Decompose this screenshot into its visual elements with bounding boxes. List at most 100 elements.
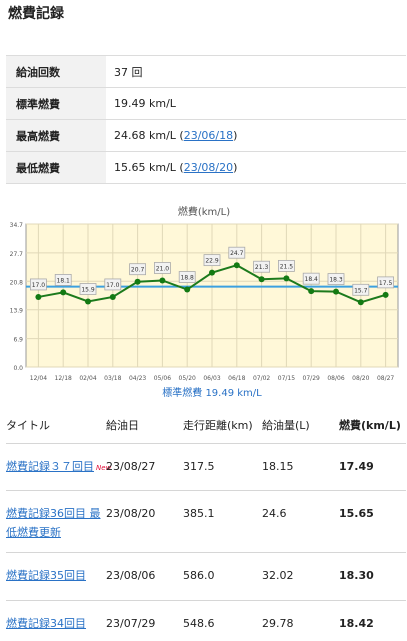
best-date-link[interactable]: 23/06/18 xyxy=(183,129,234,142)
x-tick-label: 03/18 xyxy=(104,375,121,382)
record-mpg: 18.30 xyxy=(339,569,374,582)
summary-label: 最低燃費 xyxy=(6,151,106,184)
data-label: 15.7 xyxy=(352,283,370,296)
record-title-link[interactable]: 燃費記録35回目 xyxy=(6,569,86,582)
record-title-link[interactable]: 燃費記録34回目 xyxy=(6,617,86,630)
data-label-box xyxy=(302,272,320,285)
data-point xyxy=(308,288,315,295)
y-tick-label: 6.9 xyxy=(13,337,23,344)
reference-label: 標準燃費 19.49 km/L xyxy=(162,386,262,399)
header-mpg: 燃費(km/L) xyxy=(339,419,401,432)
chart-title: 燃費(km/L) xyxy=(178,205,230,218)
data-label-text: 20.7 xyxy=(131,267,145,274)
record-title-link[interactable]: 燃費記録３７回目 xyxy=(6,460,94,473)
x-tick-label: 12/18 xyxy=(55,375,72,382)
y-axis-ticks: 34.7 27.7 20.8 13.9 6.9 0.0 xyxy=(10,222,24,372)
data-label: 17.0 xyxy=(29,278,47,291)
data-label: 20.7 xyxy=(129,263,147,276)
data-label-text: 15.9 xyxy=(81,286,95,293)
data-label-text: 18.1 xyxy=(57,277,71,284)
data-point xyxy=(283,275,290,282)
x-tick-label: 12/04 xyxy=(30,375,47,382)
data-label: 21.5 xyxy=(277,259,295,272)
x-tick-label: 07/15 xyxy=(278,375,295,382)
record-mpg: 17.49 xyxy=(339,460,374,473)
data-label: 18.8 xyxy=(178,271,196,283)
data-label-text: 21.5 xyxy=(280,263,294,270)
record-fuel: 29.78 xyxy=(262,617,294,630)
data-label: 22.9 xyxy=(203,254,221,267)
record-date: 23/07/29 xyxy=(106,617,156,630)
list-item: 燃費記録３７回目 New 23/08/27 317.5 18.15 17.49 xyxy=(6,443,406,490)
x-tick-label: 07/02 xyxy=(253,375,270,382)
summary-table: 給油回数 37 回 標準燃費 19.49 km/L 最高燃費 24.68 km/… xyxy=(6,55,406,184)
data-label-box xyxy=(203,254,221,267)
record-fuel: 32.02 xyxy=(262,569,294,582)
summary-row-best: 最高燃費 24.68 km/L (23/06/18) xyxy=(6,119,406,152)
y-tick-label: 13.9 xyxy=(10,308,24,315)
list-header: タイトル 給油日 走行距離(km) 給油量(L) 燃費(km/L) xyxy=(6,406,406,443)
data-point xyxy=(85,298,91,305)
summary-label: 標準燃費 xyxy=(6,87,106,120)
data-label-text: 18.8 xyxy=(181,275,195,282)
data-label-box xyxy=(54,274,72,286)
x-tick-label: 06/03 xyxy=(203,375,220,382)
data-label-box xyxy=(104,278,122,291)
data-label: 21.0 xyxy=(153,262,171,274)
header-title: タイトル xyxy=(6,419,50,432)
x-tick-label: 07/29 xyxy=(303,375,320,382)
summary-row-refuel-count: 給油回数 37 回 xyxy=(6,55,406,88)
summary-label: 最高燃費 xyxy=(6,119,106,152)
x-tick-label: 02/04 xyxy=(79,375,96,382)
paren-close: ) xyxy=(233,129,238,142)
header-fuel: 給油量(L) xyxy=(262,419,310,432)
data-label: 24.7 xyxy=(228,246,246,259)
data-label-box xyxy=(327,273,345,285)
summary-value: 19.49 km/L xyxy=(106,87,406,120)
record-fuel: 24.6 xyxy=(262,507,287,520)
worst-date-link[interactable]: 23/08/20 xyxy=(183,161,234,174)
x-tick-label: 05/06 xyxy=(154,375,171,382)
data-label: 17.0 xyxy=(104,278,122,291)
record-distance: 548.6 xyxy=(183,617,215,630)
data-point xyxy=(382,291,389,298)
x-axis-ticks: 12/04 12/18 02/04 03/18 04/23 05/06 05/20 06/03… xyxy=(30,375,395,382)
data-point xyxy=(258,276,265,283)
data-label-box xyxy=(29,278,47,291)
title-cell: 燃費記録３７回目 New xyxy=(6,457,126,476)
data-point xyxy=(233,262,240,269)
list-item: 燃費記録35回目 23/08/06 586.0 32.02 18.30 xyxy=(6,552,406,600)
data-label-text: 24.7 xyxy=(230,250,244,257)
summary-value: 37 回 xyxy=(106,55,406,88)
data-point xyxy=(209,269,215,276)
data-label: 18.3 xyxy=(327,273,345,285)
data-label: 18.4 xyxy=(302,272,320,285)
data-label-box xyxy=(178,271,196,283)
data-label-box xyxy=(277,259,295,272)
summary-row-standard: 標準燃費 19.49 km/L xyxy=(6,87,406,120)
data-label-box xyxy=(228,246,246,259)
data-label-box xyxy=(79,283,97,295)
summary-value-cell: 24.68 km/L (23/06/18) xyxy=(106,119,406,152)
data-point xyxy=(357,299,364,306)
summary-value-cell: 15.65 km/L (23/08/20) xyxy=(106,151,406,184)
data-label-box xyxy=(352,283,370,296)
x-tick-label: 08/27 xyxy=(377,375,394,382)
y-tick-label: 34.7 xyxy=(10,222,24,229)
header-date: 給油日 xyxy=(106,419,139,432)
data-label: 15.9 xyxy=(79,283,97,295)
data-label: 21.3 xyxy=(253,260,271,273)
record-distance: 385.1 xyxy=(183,507,215,520)
title-cell: 燃費記録34回目 xyxy=(6,614,108,633)
list-item: 燃費記録34回目 23/07/29 548.6 29.78 18.42 xyxy=(6,600,406,641)
record-date: 23/08/27 xyxy=(106,460,156,473)
fuel-economy-chart: 燃費(km/L) 34.7 27.7 20.8 13.9 6.9 0.0 17.0 18.1… xyxy=(10,205,399,399)
data-label-box xyxy=(253,260,271,273)
data-label-text: 17.0 xyxy=(106,282,120,289)
record-title-link[interactable]: 燃費記録36回目 最低燃費更新 xyxy=(6,507,101,539)
data-point xyxy=(60,289,67,296)
data-label-box xyxy=(377,276,395,289)
data-label-box xyxy=(153,262,171,274)
y-tick-label: 27.7 xyxy=(10,251,24,258)
data-label-text: 18.3 xyxy=(329,277,343,284)
